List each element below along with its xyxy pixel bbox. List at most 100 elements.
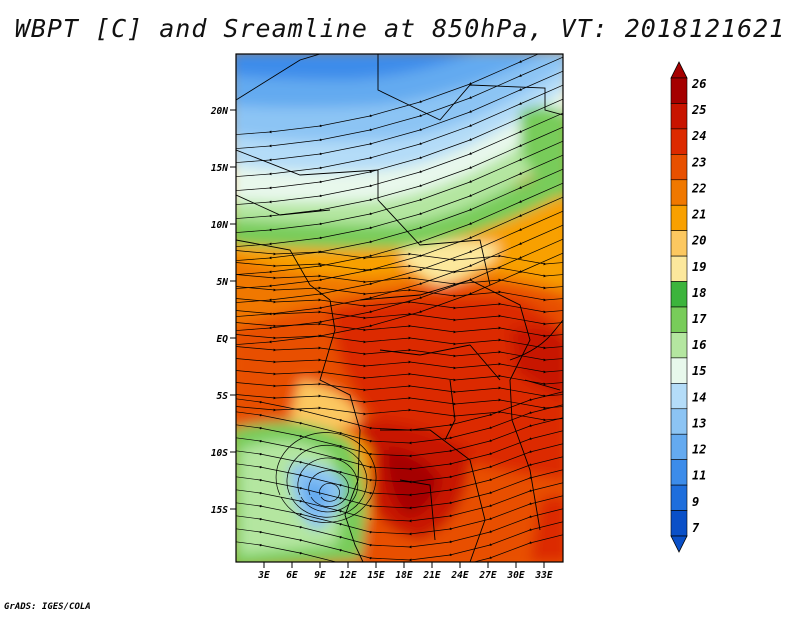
colorbar-extend-bottom — [670, 535, 688, 553]
map-title: WBPT [C] and Sreamline at 850hPa, VT: 20… — [14, 14, 786, 43]
svg-text:24E: 24E — [450, 570, 468, 581]
colorbar-swatch — [670, 77, 688, 104]
lon-tick-9E: 9E — [314, 562, 326, 581]
streamline — [236, 358, 563, 374]
lat-tick-5N: 5N — [217, 277, 236, 288]
svg-text:18E: 18E — [395, 570, 412, 581]
lat-tick-5S: 5S — [217, 391, 236, 402]
colorbar-label: 23 — [691, 155, 706, 169]
svg-text:9E: 9E — [314, 570, 326, 581]
lat-tick-20N: 20N — [210, 106, 236, 117]
grads-credit: GrADS: IGES/COLA — [4, 602, 91, 612]
latitude-axis: 20N 15N 10N 5N EQ 5S 10S 15S — [210, 106, 236, 516]
colorbar-extend-top — [670, 61, 688, 79]
svg-text:21E: 21E — [422, 570, 440, 581]
streamline — [236, 310, 563, 326]
svg-text:27E: 27E — [478, 570, 496, 581]
lat-tick-10S: 10S — [211, 448, 236, 459]
svg-text:33E: 33E — [534, 570, 552, 581]
streamlines — [236, 54, 563, 562]
longitude-axis: 3E 6E 9E 12E 15E 18E 21E 24E 27E 30E 33E — [257, 562, 553, 581]
colorbar-swatch — [670, 103, 688, 130]
colorbar-swatch — [670, 332, 688, 359]
colorbar-swatch — [670, 433, 688, 460]
colorbar-label: 18 — [692, 286, 706, 300]
svg-text:30E: 30E — [506, 570, 524, 581]
svg-text:15N: 15N — [211, 163, 228, 174]
streamline — [286, 444, 368, 518]
streamline — [236, 534, 563, 562]
colorbar-label: 21 — [691, 208, 706, 222]
streamline — [236, 274, 563, 290]
colorbar-label: 22 — [691, 181, 706, 195]
colorbar-label: 9 — [692, 495, 699, 509]
svg-text:6E: 6E — [286, 570, 298, 581]
colorbar-swatch — [670, 510, 688, 537]
colorbar-swatch — [670, 204, 688, 231]
colorbar-swatch — [670, 357, 688, 384]
svg-text:5S: 5S — [217, 391, 229, 402]
lon-tick-18E: 18E — [395, 562, 413, 581]
svg-text:5N: 5N — [217, 277, 229, 288]
lon-tick-15E: 15E — [367, 562, 385, 581]
streamline — [319, 482, 340, 502]
colorbar-swatch — [670, 459, 688, 486]
colorbar-swatch — [670, 255, 688, 282]
svg-text:20N: 20N — [210, 106, 228, 117]
colorbar-label: 25 — [691, 103, 706, 117]
colorbar-swatch — [670, 154, 688, 181]
colorbar-label: 12 — [692, 443, 706, 457]
streamline — [236, 250, 563, 266]
streamline — [236, 262, 563, 278]
streamline — [308, 470, 350, 507]
colorbar-swatch — [670, 408, 688, 435]
colorbar-swatch — [670, 179, 688, 206]
colorbar-label: 17 — [692, 312, 707, 326]
streamline — [297, 457, 359, 513]
svg-text:3E: 3E — [257, 570, 270, 581]
lon-tick-6E: 6E — [286, 562, 298, 581]
streamline — [236, 334, 563, 350]
lat-tick-15S: 15S — [211, 505, 236, 516]
svg-text:15E: 15E — [367, 570, 384, 581]
lat-tick-15N: 15N — [211, 163, 236, 174]
colorbar-label: 24 — [691, 129, 706, 143]
colorbar-label: 7 — [692, 521, 700, 535]
streamline — [236, 322, 563, 338]
colorbar-swatch — [670, 484, 688, 511]
colorbar-label: 13 — [692, 416, 706, 430]
colorbar-swatch — [670, 306, 688, 333]
streamline — [275, 432, 377, 523]
colorbar-label: 11 — [692, 469, 706, 483]
streamline — [236, 346, 563, 362]
colorbar-label: 26 — [691, 77, 706, 91]
colorbar-label: 19 — [692, 260, 706, 274]
svg-text:10N: 10N — [211, 220, 228, 231]
svg-text:15S: 15S — [211, 505, 228, 516]
lon-tick-30E: 30E — [506, 562, 525, 581]
svg-text:EQ: EQ — [217, 334, 229, 345]
lon-tick-24E: 24E — [450, 562, 469, 581]
lon-tick-21E: 21E — [422, 562, 441, 581]
colorbar-swatch — [670, 230, 688, 257]
streamline — [236, 286, 563, 302]
colorbar-swatch — [670, 128, 688, 155]
wbpt-shading — [236, 54, 563, 562]
svg-text:12E: 12E — [339, 570, 356, 581]
colorbar-label: 15 — [692, 364, 706, 378]
streamline — [236, 370, 563, 386]
lon-tick-3E: 3E — [257, 562, 270, 581]
map-frame — [235, 53, 564, 563]
streamline — [236, 298, 563, 314]
lon-tick-12E: 12E — [339, 562, 357, 581]
svg-text:10S: 10S — [211, 448, 228, 459]
lon-tick-33E: 33E — [534, 562, 553, 581]
colorbar-swatch — [670, 281, 688, 308]
colorbar-label: 14 — [692, 390, 706, 404]
colorbar-label: 16 — [692, 338, 706, 352]
lat-tick-EQ: EQ — [217, 334, 236, 345]
colorbar-swatch — [670, 383, 688, 410]
lat-tick-10N: 10N — [211, 220, 236, 231]
colorbar-label: 20 — [691, 234, 706, 248]
